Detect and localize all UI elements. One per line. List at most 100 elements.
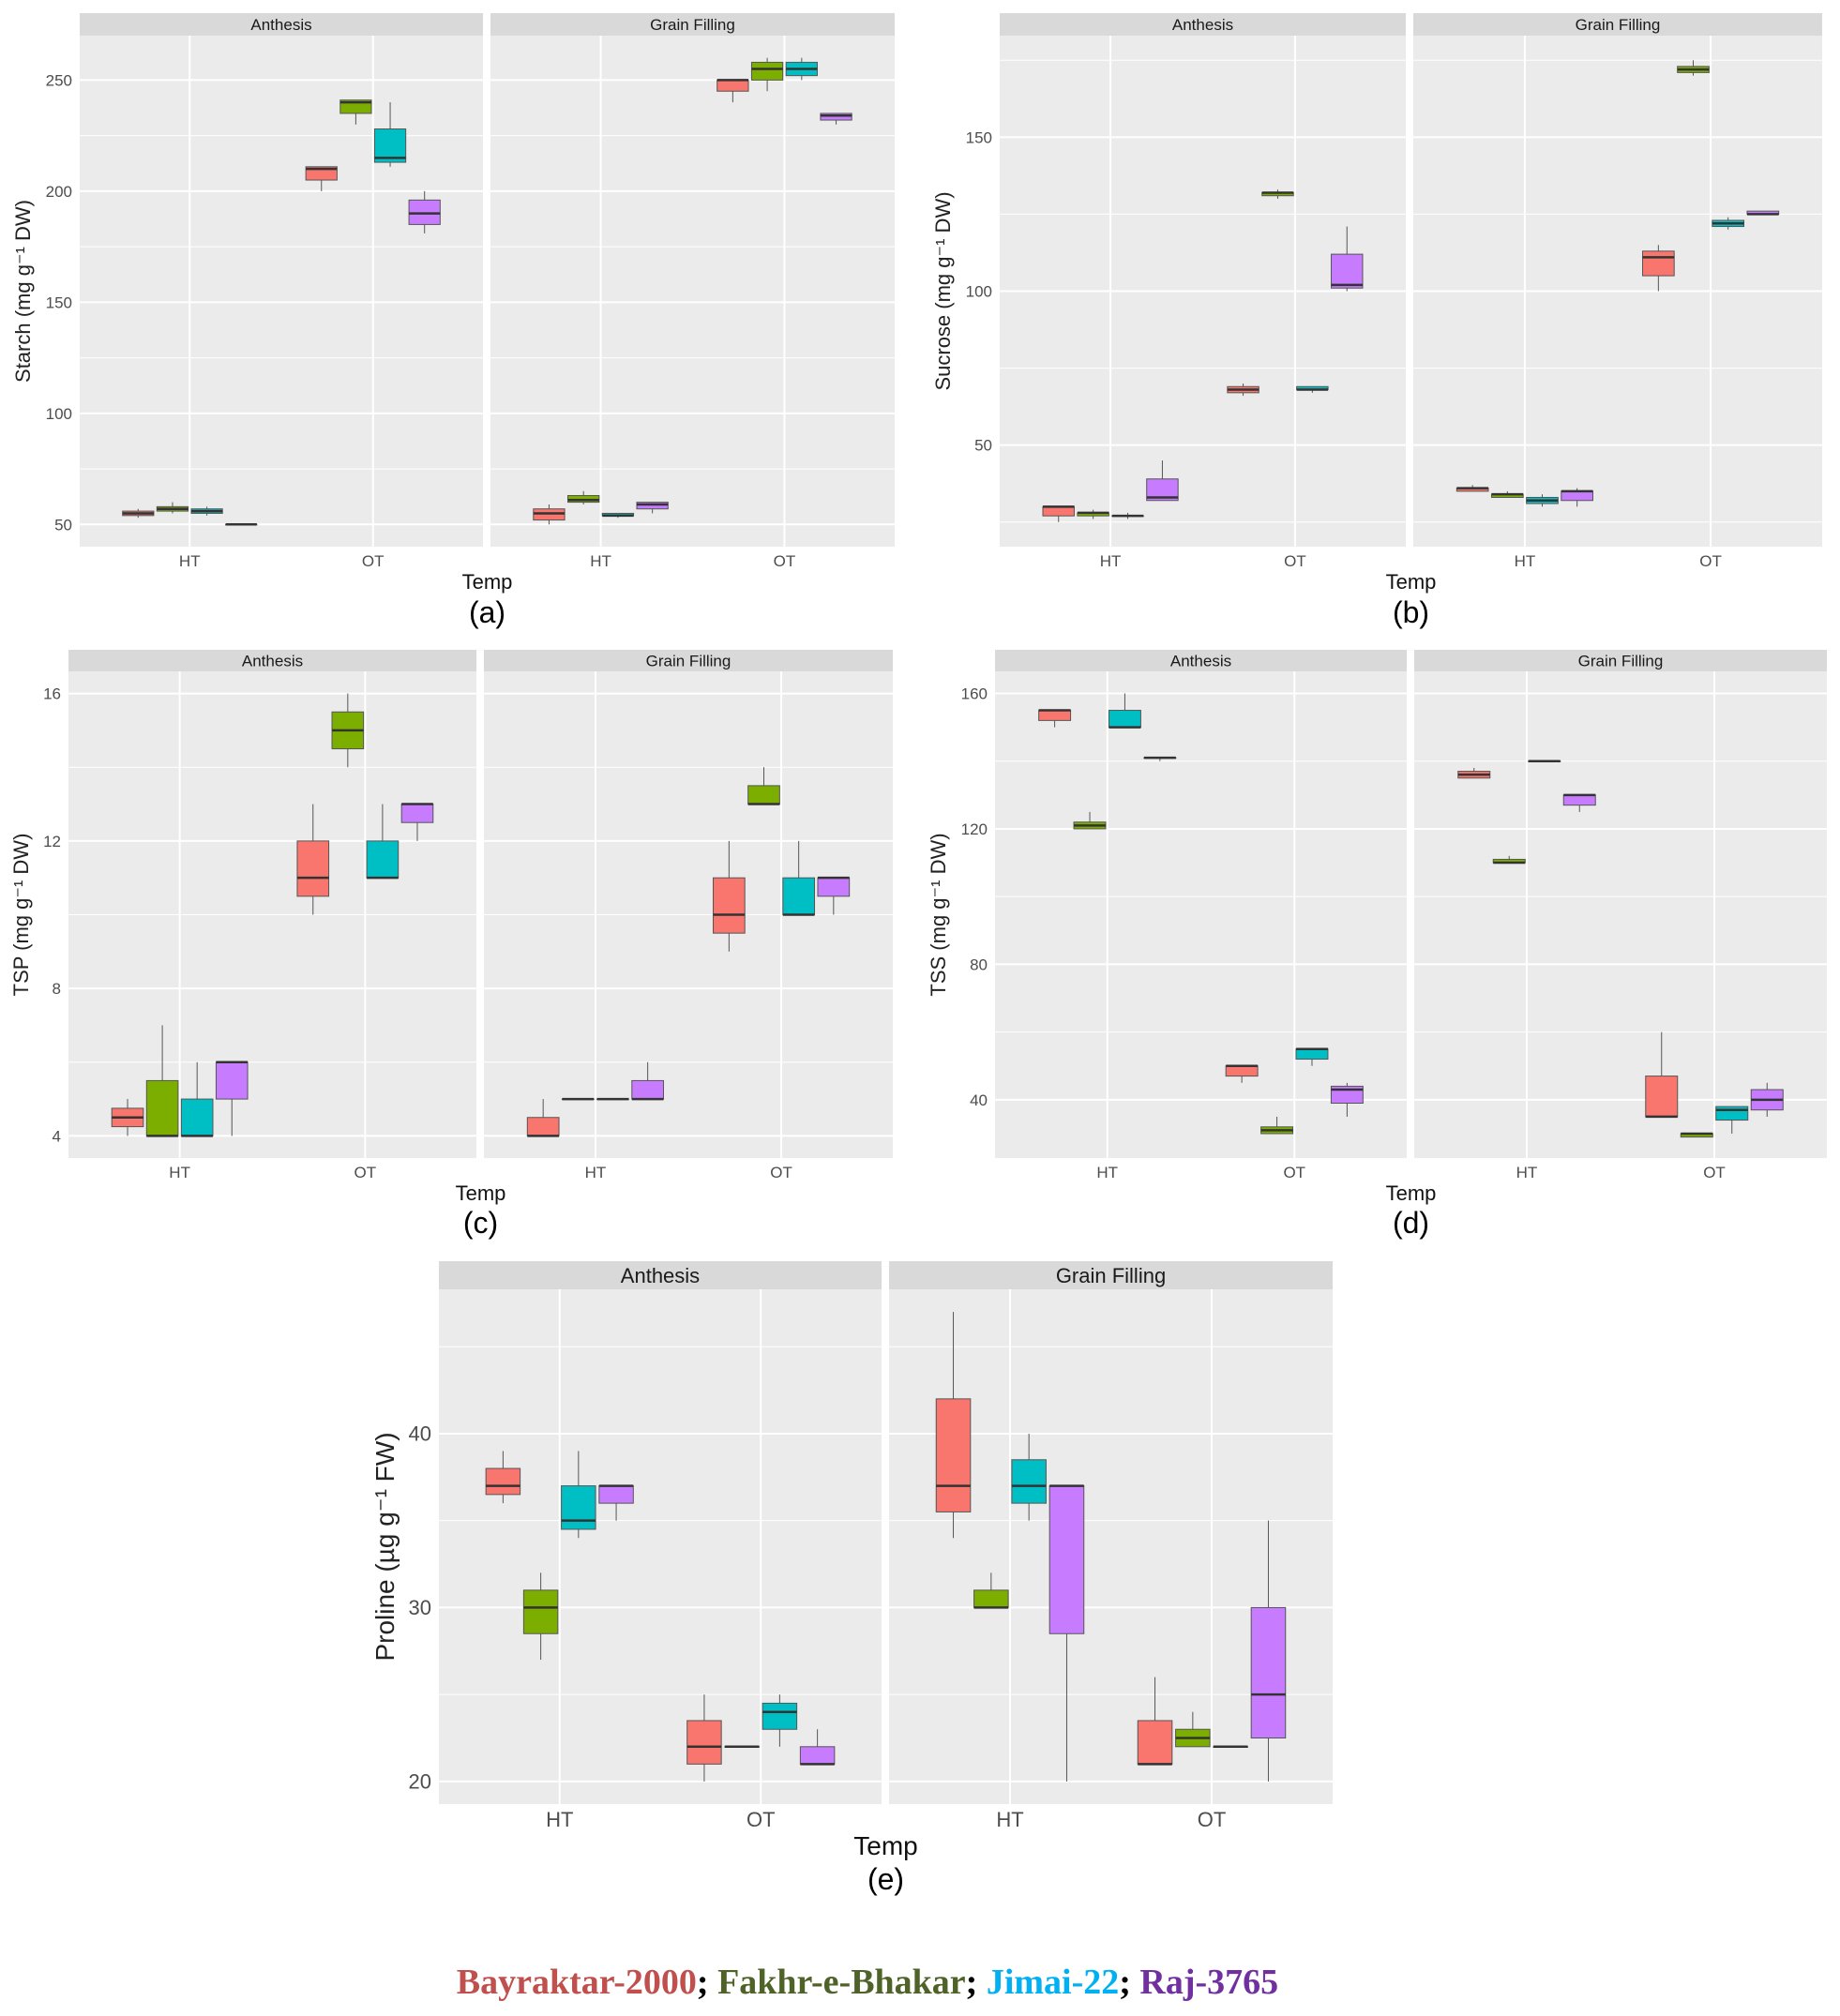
- legend-sep: ;: [1119, 1963, 1140, 2002]
- box-bayraktar-2000: [1227, 383, 1259, 397]
- box-raj-3765: [1561, 488, 1593, 507]
- x-axis-title: Temp: [1386, 570, 1437, 594]
- legend-sep: ;: [696, 1963, 718, 2002]
- box-raj-3765: [1331, 226, 1364, 292]
- facet-anthesis: Anthesis HT OT: [68, 650, 476, 1181]
- box-raj-3765: [636, 502, 669, 514]
- box-fakhr-e-bhakar: [1492, 855, 1526, 865]
- box-raj-3765: [598, 1484, 634, 1521]
- box-iqr: [631, 1079, 664, 1100]
- y-tick-label: 40: [409, 1422, 431, 1446]
- x-tick-label: OT: [770, 1164, 792, 1181]
- box-fakhr-e-bhakar: [1260, 1116, 1294, 1135]
- box-raj-3765: [400, 803, 434, 841]
- box-iqr: [400, 804, 434, 823]
- facet-strip-label: Anthesis: [1170, 653, 1231, 670]
- x-tick-label: HT: [1515, 552, 1536, 570]
- plot-background: [80, 36, 483, 547]
- box-fakhr-e-bhakar: [331, 693, 365, 768]
- y-tick-label: 50: [974, 437, 992, 455]
- facet-strip: [490, 13, 895, 36]
- facet-strip-label: Anthesis: [250, 16, 311, 34]
- facet-strip-label: Anthesis: [621, 1264, 700, 1287]
- box-bayraktar-2000: [526, 1099, 560, 1137]
- box-raj-3765: [1143, 756, 1177, 761]
- box-fakhr-e-bhakar: [339, 99, 372, 125]
- y-tick-label: 100: [966, 282, 992, 300]
- facet-grain-filling: Grain Filling HT OT: [484, 650, 893, 1181]
- box-raj-3765: [1250, 1520, 1287, 1782]
- x-tick-label: HT: [1516, 1164, 1538, 1181]
- box-jimai-22: [190, 506, 223, 516]
- box-iqr: [145, 1079, 179, 1136]
- y-tick-label: 8: [53, 980, 61, 998]
- box-iqr: [762, 1702, 798, 1730]
- box-iqr: [522, 1589, 559, 1634]
- box-iqr: [1295, 1048, 1329, 1061]
- box-jimai-22: [373, 102, 407, 167]
- box-jimai-22: [1011, 1433, 1047, 1521]
- box-jimai-22: [1213, 1745, 1248, 1749]
- box-jimai-22: [180, 1061, 214, 1137]
- box-iqr: [485, 1467, 521, 1496]
- facet-anthesis: Anthesis HT OT: [80, 13, 483, 570]
- facet-strip: [1000, 13, 1406, 36]
- box-bayraktar-2000: [1645, 1031, 1679, 1119]
- box-bayraktar-2000: [1038, 709, 1072, 728]
- box-iqr: [561, 1485, 596, 1530]
- box-raj-3765: [817, 876, 851, 915]
- x-axis-title: Temp: [462, 570, 513, 594]
- y-axis-title: Sucrose (mg g⁻¹ DW): [931, 191, 955, 390]
- x-tick-label: OT: [1699, 552, 1722, 570]
- box-jimai-22: [1715, 1106, 1749, 1134]
- box-fakhr-e-bhakar: [1077, 509, 1109, 519]
- box-bayraktar-2000: [1042, 505, 1075, 522]
- box-jimai-22: [785, 57, 818, 81]
- x-tick-label: HT: [179, 552, 201, 570]
- facet-strip-label: Grain Filling: [1056, 1264, 1166, 1287]
- box-iqr: [1042, 505, 1075, 517]
- x-tick-label: OT: [362, 552, 385, 570]
- box-iqr: [296, 840, 330, 897]
- x-tick-label: OT: [1703, 1164, 1726, 1181]
- box-iqr: [716, 79, 749, 92]
- facet-strip-label: Anthesis: [1172, 16, 1233, 34]
- box-iqr: [747, 785, 780, 805]
- plot-background: [1414, 671, 1827, 1158]
- box-raj-3765: [1562, 793, 1596, 812]
- facet-grain-filling: Grain Filling HT OT: [1413, 13, 1822, 570]
- legend-item-jimai: Jimai-22: [986, 1963, 1120, 2002]
- box-jimai-22: [1108, 693, 1141, 729]
- box-iqr: [1137, 1720, 1173, 1765]
- panel-label: (d): [1393, 1206, 1429, 1240]
- legend-item-raj: Raj-3765: [1139, 1963, 1279, 2002]
- y-axis-title: Proline (µg g⁻¹ FW): [370, 1432, 400, 1661]
- facet-grain-filling: Grain Filling HT OT: [1414, 650, 1827, 1181]
- box-iqr: [799, 1746, 836, 1765]
- cultivar-legend: Bayraktar-2000; Fakhr-e-Bhakar; Jimai-22…: [0, 1962, 1735, 2003]
- plot-background: [995, 671, 1407, 1158]
- facet-grain-filling: Grain Filling HT OT: [889, 1261, 1333, 1831]
- facet-strip: [889, 1261, 1333, 1289]
- facet-strip: [1413, 13, 1822, 36]
- box-iqr: [1331, 253, 1364, 289]
- x-tick-label: OT: [1283, 1164, 1305, 1181]
- box-bayraktar-2000: [1137, 1677, 1173, 1766]
- y-tick-label: 150: [966, 128, 992, 146]
- x-tick-label: HT: [585, 1164, 607, 1181]
- box-bayraktar-2000: [305, 166, 338, 191]
- box-fakhr-e-bhakar: [750, 57, 784, 92]
- box-jimai-22: [596, 1097, 629, 1101]
- box-jimai-22: [782, 840, 816, 916]
- box-raj-3765: [1330, 1082, 1364, 1117]
- box-iqr: [180, 1098, 214, 1136]
- box-fakhr-e-bhakar: [156, 502, 189, 514]
- box-iqr: [1011, 1459, 1047, 1504]
- box-iqr: [1038, 710, 1072, 721]
- box-bayraktar-2000: [1457, 767, 1491, 779]
- y-tick-label: 160: [961, 685, 988, 702]
- box-iqr: [782, 877, 816, 916]
